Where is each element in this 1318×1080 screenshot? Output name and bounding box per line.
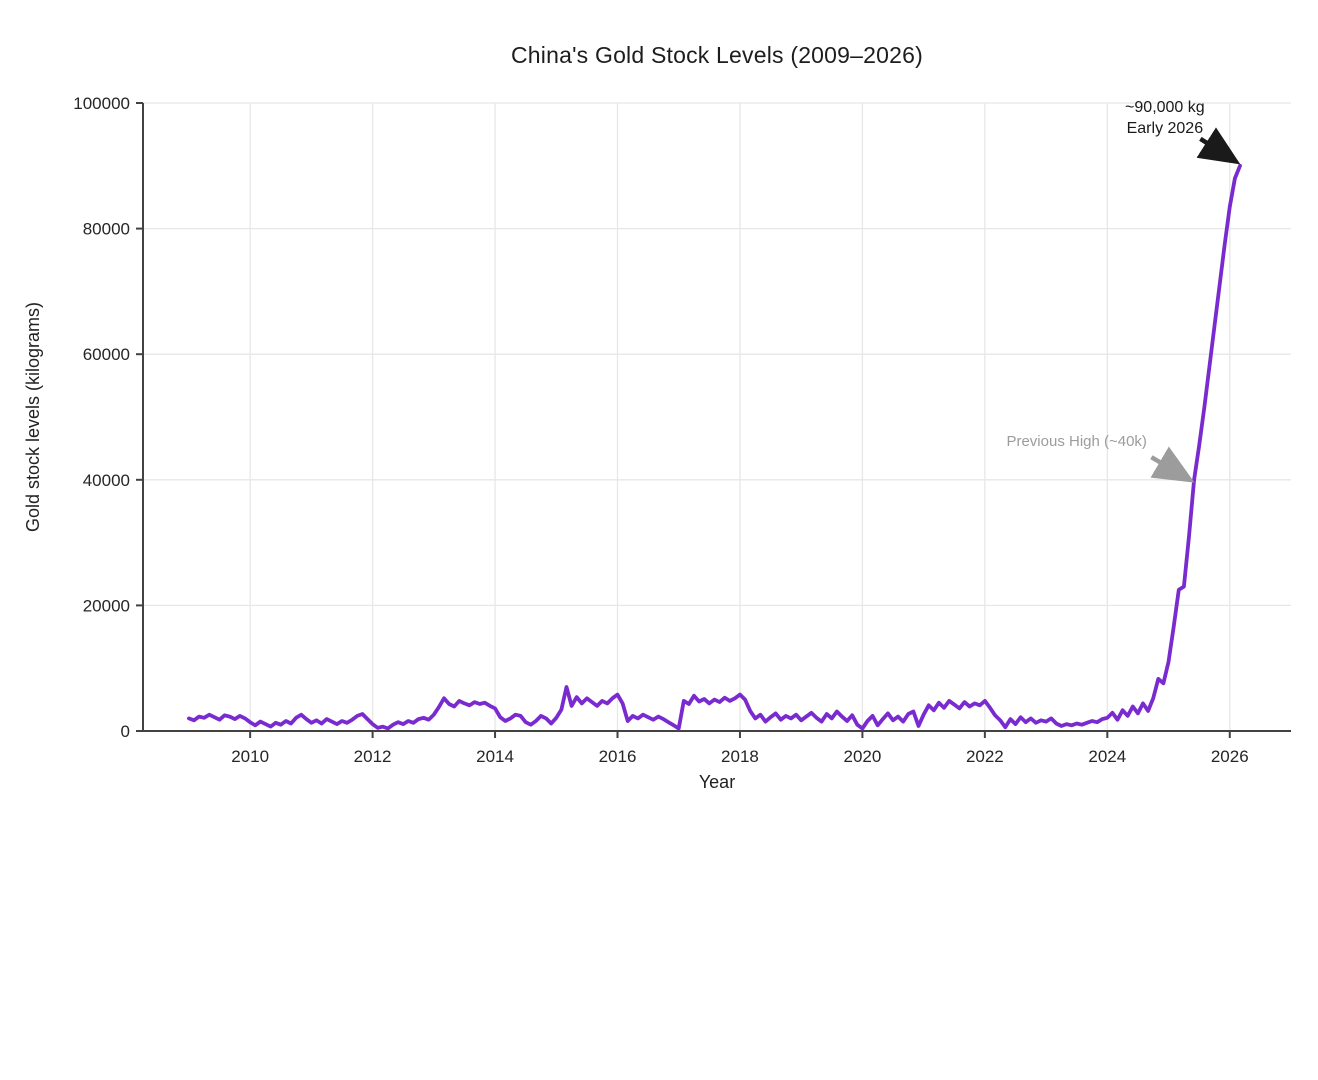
gold-stock-line xyxy=(186,163,1242,731)
y-tick-label: 100000 xyxy=(73,94,130,113)
x-tick-label: 2012 xyxy=(354,747,392,766)
chart-title: China's Gold Stock Levels (2009–2026) xyxy=(511,42,923,68)
x-tick-label: 2016 xyxy=(599,747,637,766)
annotation-peak-label: ~90,000 kg xyxy=(1125,99,1205,116)
y-tick-label: 20000 xyxy=(83,596,130,615)
x-tick-label: 2014 xyxy=(476,747,514,766)
x-tick-label: 2010 xyxy=(231,747,269,766)
y-tick-label: 0 xyxy=(121,722,130,741)
x-tick-label: 2022 xyxy=(966,747,1004,766)
x-tick-label: 2024 xyxy=(1088,747,1126,766)
y-tick-label: 40000 xyxy=(83,471,130,490)
y-axis-title: Gold stock levels (kilograms) xyxy=(23,301,43,533)
y-tick-label: 80000 xyxy=(83,220,130,239)
annotation-peak-arrow xyxy=(1196,127,1241,165)
x-tick-label: 2020 xyxy=(843,747,881,766)
y-tick-label: 60000 xyxy=(83,345,130,364)
annotation-previous-high-label: Previous High (~40k) xyxy=(1006,433,1146,450)
x-axis-title: Year xyxy=(698,772,736,792)
x-tick-label: 2018 xyxy=(721,747,759,766)
annotation-peak-label: Early 2026 xyxy=(1127,120,1204,137)
x-tick-label: 2026 xyxy=(1211,747,1249,766)
annotation-previous-high-arrow xyxy=(1150,446,1195,483)
